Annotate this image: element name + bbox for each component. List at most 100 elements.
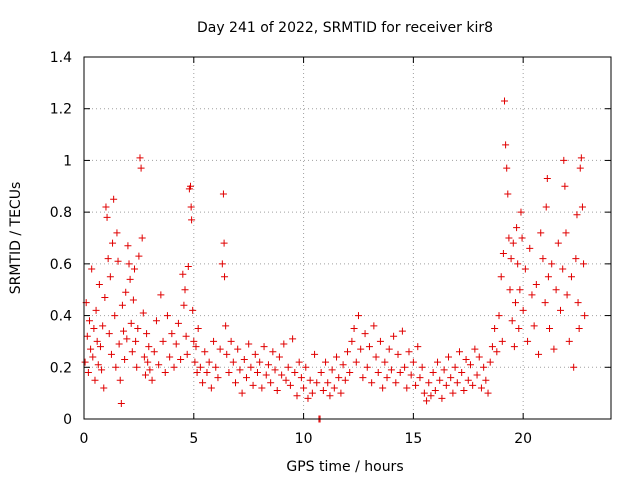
- data-point: [101, 293, 109, 301]
- data-point: [319, 387, 327, 395]
- data-point: [434, 358, 442, 366]
- data-point: [104, 255, 112, 263]
- data-point: [225, 368, 233, 376]
- data-point: [194, 325, 202, 332]
- data-point: [253, 368, 261, 376]
- data-point: [295, 358, 303, 366]
- data-point: [170, 363, 178, 371]
- data-point: [556, 306, 564, 314]
- data-point: [473, 371, 481, 379]
- data-point: [361, 330, 369, 338]
- data-point: [563, 291, 571, 299]
- data-point: [245, 340, 253, 348]
- data-point: [403, 384, 411, 392]
- data-point: [519, 306, 527, 314]
- data-point: [365, 343, 373, 351]
- data-point: [201, 348, 209, 356]
- data-point: [190, 337, 198, 345]
- data-point: [436, 376, 444, 384]
- data-point: [501, 97, 509, 105]
- data-point: [183, 350, 191, 358]
- y-tick-label: 1.4: [50, 50, 72, 66]
- data-point: [348, 337, 356, 345]
- data-point: [186, 182, 194, 190]
- data-point: [207, 384, 215, 392]
- data-point: [140, 353, 148, 361]
- data-point: [505, 234, 513, 242]
- data-point: [357, 345, 365, 353]
- data-point: [240, 356, 248, 364]
- data-point: [573, 211, 581, 219]
- data-point: [427, 392, 435, 400]
- data-point: [469, 381, 477, 389]
- data-point: [326, 392, 334, 400]
- data-point: [317, 368, 325, 376]
- data-point: [98, 366, 106, 374]
- data-point: [407, 371, 415, 379]
- data-point: [546, 325, 554, 332]
- data-point: [141, 371, 149, 379]
- data-point: [291, 368, 299, 376]
- y-tick-label: 0: [63, 412, 72, 428]
- data-point: [562, 229, 570, 237]
- data-point: [223, 350, 231, 358]
- data-point: [120, 327, 128, 335]
- data-point: [499, 250, 507, 258]
- data-point: [516, 286, 524, 294]
- data-point: [521, 265, 529, 273]
- data-point: [227, 337, 235, 345]
- data-point: [122, 288, 130, 296]
- data-point: [148, 376, 156, 384]
- data-point: [449, 389, 457, 397]
- data-point: [177, 356, 185, 364]
- data-point: [544, 273, 552, 281]
- data-point: [567, 273, 575, 281]
- data-point: [275, 353, 283, 361]
- data-point: [282, 376, 290, 384]
- data-point: [350, 325, 358, 332]
- data-point: [518, 234, 526, 242]
- data-point: [84, 368, 92, 376]
- data-point: [191, 358, 199, 366]
- data-point: [146, 366, 154, 374]
- data-point: [575, 325, 583, 332]
- data-point: [189, 306, 197, 314]
- data-point: [509, 239, 517, 247]
- y-tick-label: 0.6: [50, 257, 72, 273]
- data-point: [552, 286, 560, 294]
- data-point: [385, 345, 393, 353]
- data-point: [466, 361, 474, 369]
- data-point: [341, 376, 349, 384]
- data-point: [535, 350, 543, 358]
- data-point: [242, 374, 250, 382]
- data-point: [346, 368, 354, 376]
- data-point: [264, 361, 272, 369]
- data-point: [99, 322, 107, 330]
- data-point: [570, 363, 578, 371]
- data-point: [504, 190, 512, 198]
- data-point: [418, 363, 426, 371]
- data-point: [532, 281, 540, 289]
- data-point: [394, 350, 402, 358]
- data-point: [89, 353, 97, 361]
- data-point: [124, 242, 132, 250]
- data-point: [574, 299, 582, 307]
- data-point: [495, 312, 503, 320]
- data-point: [193, 368, 201, 376]
- data-point: [451, 363, 459, 371]
- data-point: [515, 325, 523, 332]
- data-point: [232, 379, 240, 387]
- data-point: [374, 368, 382, 376]
- data-point: [139, 309, 147, 317]
- data-point: [96, 343, 104, 351]
- data-point: [128, 348, 136, 356]
- data-point: [110, 195, 118, 203]
- data-point: [105, 330, 113, 338]
- data-point: [423, 397, 431, 405]
- data-point: [379, 384, 387, 392]
- data-point: [269, 348, 277, 356]
- data-point: [420, 389, 428, 397]
- data-point: [541, 299, 549, 307]
- data-point: [328, 366, 336, 374]
